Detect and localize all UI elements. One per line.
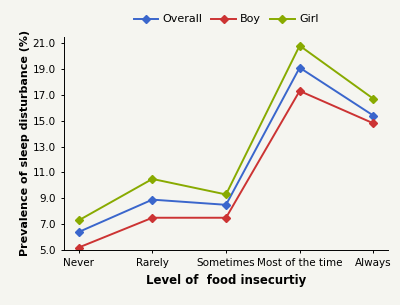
Line: Girl: Girl [76,42,376,224]
Overall [76,230,81,234]
Boy [76,246,81,249]
Overall [224,203,228,207]
Girl [297,44,302,48]
Overall [150,198,155,202]
Line: Boy: Boy [76,88,376,251]
Girl [371,97,376,101]
Boy [150,216,155,220]
Boy [297,89,302,93]
Line: Overall: Overall [76,65,376,235]
Y-axis label: Prevalence of sleep disturbance (%): Prevalence of sleep disturbance (%) [20,30,30,257]
Overall [297,66,302,70]
Boy [224,216,228,220]
Overall [371,114,376,117]
X-axis label: Level of  food insecurtiy: Level of food insecurtiy [146,274,306,287]
Girl [76,218,81,222]
Girl [150,177,155,181]
Boy [371,121,376,125]
Legend: Overall, Boy, Girl: Overall, Boy, Girl [134,14,318,24]
Girl [224,193,228,196]
